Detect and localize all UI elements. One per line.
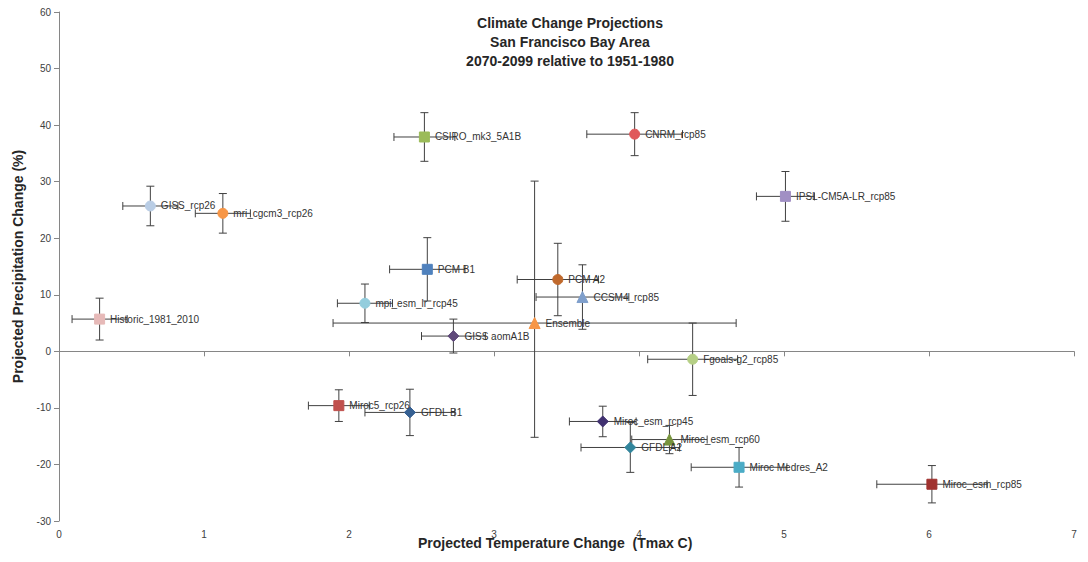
svg-text:-20: -20 — [37, 459, 52, 470]
svg-text:GISS aomA1B: GISS aomA1B — [464, 331, 529, 342]
svg-text:60: 60 — [40, 7, 52, 18]
svg-text:6: 6 — [926, 529, 932, 540]
svg-text:Miroc5_rcp26: Miroc5_rcp26 — [349, 400, 410, 411]
svg-text:Miroc_esm_rcp45: Miroc_esm_rcp45 — [614, 416, 694, 427]
svg-text:GISS_rcp26: GISS_rcp26 — [161, 200, 216, 211]
svg-text:30: 30 — [40, 176, 52, 187]
svg-text:Miroc_esm_rcp60: Miroc_esm_rcp60 — [680, 434, 760, 445]
svg-text:4: 4 — [636, 529, 642, 540]
svg-text:2: 2 — [346, 529, 352, 540]
svg-text:Miroc_esm_rcp85: Miroc_esm_rcp85 — [942, 479, 1022, 490]
svg-text:Projected Precipitation Change: Projected Precipitation Change (%) — [10, 150, 26, 383]
svg-text:50: 50 — [40, 63, 52, 74]
svg-text:mri_cgcm3_rcp26: mri_cgcm3_rcp26 — [233, 208, 313, 219]
svg-text:CCSM4_rcp85: CCSM4_rcp85 — [593, 292, 659, 303]
svg-text:2070-2099 relative to 1951-198: 2070-2099 relative to 1951-1980 — [466, 53, 674, 69]
svg-text:IPSL-CM5A-LR_rcp85: IPSL-CM5A-LR_rcp85 — [796, 191, 896, 202]
svg-text:CSIRO_mk3_5A1B: CSIRO_mk3_5A1B — [435, 131, 521, 142]
svg-text:10: 10 — [40, 289, 52, 300]
svg-text:Projected Temperature Change: Projected Temperature Change (Tmax C) — [418, 535, 692, 551]
svg-text:San Francisco Bay Area: San Francisco Bay Area — [490, 34, 650, 50]
svg-text:20: 20 — [40, 233, 52, 244]
svg-text:1: 1 — [201, 529, 207, 540]
svg-text:7: 7 — [1071, 529, 1077, 540]
svg-text:3: 3 — [491, 529, 497, 540]
svg-text:Fgoals-g2_rcp85: Fgoals-g2_rcp85 — [703, 354, 778, 365]
svg-text:GFDL A2: GFDL A2 — [641, 442, 682, 453]
svg-text:Historic_1981_2010: Historic_1981_2010 — [110, 314, 199, 325]
svg-text:0: 0 — [45, 346, 51, 357]
svg-text:-30: -30 — [37, 516, 52, 527]
svg-text:PCM B1: PCM B1 — [438, 264, 476, 275]
svg-text:CNRM_rcp85: CNRM_rcp85 — [645, 129, 706, 140]
svg-text:5: 5 — [781, 529, 787, 540]
svg-text:0: 0 — [56, 529, 62, 540]
svg-text:40: 40 — [40, 120, 52, 131]
svg-text:Climate Change Projections: Climate Change Projections — [477, 15, 663, 31]
svg-text:-10: -10 — [37, 402, 52, 413]
svg-text:Ensemble: Ensemble — [546, 318, 591, 329]
svg-text:mpi_esm_lr_rcp45: mpi_esm_lr_rcp45 — [375, 298, 458, 309]
svg-text:Miroc Medres_A2: Miroc Medres_A2 — [750, 462, 829, 473]
svg-text:PCM A2: PCM A2 — [568, 274, 605, 285]
svg-text:GFDL B1: GFDL B1 — [421, 407, 463, 418]
